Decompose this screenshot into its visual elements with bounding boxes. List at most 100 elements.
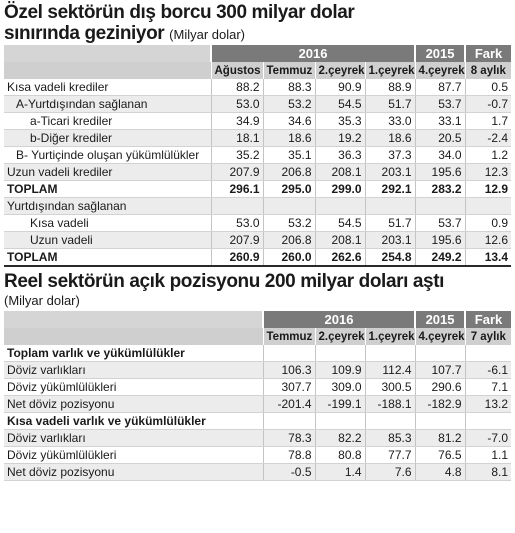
table-row: B- Yurtiçinde oluşan yükümlülükler 35.2 … [4,146,512,164]
row-label: Kısa vadeli krediler [4,79,211,96]
cell: 299.0 [314,180,365,198]
table-row: Döviz varlıkları 78.3 82.2 85.3 81.2 -7.… [4,429,512,447]
cell: 90.9 [314,79,365,96]
cell: 8.1 [464,463,512,481]
cell: 51.7 [364,214,416,232]
cell: 33.1 [414,112,466,130]
cell: 109.9 [314,361,365,379]
cell [464,345,512,362]
cell: 0.5 [464,79,512,96]
cell: 260.0 [262,248,315,267]
cell: 34.6 [262,112,315,130]
cell: 19.2 [314,129,365,147]
cell [210,197,263,215]
row-label: Net döviz pozisyonu [4,395,263,413]
cell: 78.8 [262,446,315,464]
table2-year-2016: 2016 [261,311,416,328]
table-row: Yurtdışından sağlanan [4,197,512,215]
cell: 36.3 [314,146,365,164]
cell: 112.4 [364,361,416,379]
cell: 1.2 [464,146,512,164]
table2-title: Reel sektörün açık pozisyonu 200 milyar … [4,271,444,292]
table2-unit: (Milyar dolar) [4,293,80,308]
cell: 207.9 [210,163,263,181]
cell [314,412,365,430]
table-row: Net döviz pozisyonu -201.4 -199.1 -188.1… [4,395,512,413]
cell: 254.8 [364,248,416,267]
table1-period-header: Temmuz [262,62,315,79]
cell: 53.2 [262,214,315,232]
cell: 81.2 [414,429,466,447]
row-label: Döviz yükümlülükleri [4,378,263,396]
cell: 296.1 [210,180,263,198]
cell: 85.3 [364,429,416,447]
row-label: Net döviz pozisyonu [4,463,263,481]
table2-corner [4,311,263,328]
cell [262,345,315,362]
cell: 249.2 [414,248,466,267]
cell: 195.6 [414,163,466,181]
table-row: Kısa vadeli krediler 88.2 88.3 90.9 88.9… [4,79,512,96]
table1-title-line2-text: sınırında geziniyor [4,23,165,44]
table2-period-header: 4.çeyrek [414,328,466,345]
cell: 208.1 [314,163,365,181]
cell: -0.5 [262,463,315,481]
cell: -201.4 [262,395,315,413]
cell: 12.9 [464,180,512,198]
cell: 88.3 [262,79,315,96]
cell: 4.8 [414,463,466,481]
row-label: A-Yurtdışından sağlanan [4,95,211,113]
table2-period-corner [4,328,263,345]
table-row: Uzun vadeli 207.9 206.8 208.1 203.1 195.… [4,231,512,249]
page: Özel sektörün dış borcu 300 milyar dolar… [4,2,512,481]
table1-period-header: Ağustos [210,62,263,79]
cell: 290.6 [414,378,466,396]
table2-period-header: 1.çeyrek [364,328,416,345]
table1-year-2016: 2016 [209,45,416,62]
cell: 35.3 [314,112,365,130]
cell: 203.1 [364,231,416,249]
table1-title-line1: Özel sektörün dış borcu 300 milyar dolar [4,2,355,23]
cell: 82.2 [314,429,365,447]
cell: 260.9 [210,248,263,267]
cell: 203.1 [364,163,416,181]
cell: 13.2 [464,395,512,413]
cell: 80.8 [314,446,365,464]
cell: 0.9 [464,214,512,232]
row-label: Uzun vadeli krediler [4,163,211,181]
cell [364,412,416,430]
cell: 283.2 [414,180,466,198]
group-header-row: Kısa vadeli varlık ve yükümlülükler [4,412,512,430]
row-label: Kısa vadeli [4,214,211,232]
cell: 53.0 [210,214,263,232]
row-label: TOPLAM [4,248,211,267]
table1-year-2015: 2015 [414,45,466,62]
cell [364,197,416,215]
cell: 106.3 [262,361,315,379]
cell: -7.0 [464,429,512,447]
cell: 12.3 [464,163,512,181]
cell: 195.6 [414,231,466,249]
cell [364,345,416,362]
cell: 300.5 [364,378,416,396]
cell: 20.5 [414,129,466,147]
table2-period-header: 2.çeyrek [314,328,365,345]
cell: 18.6 [364,129,416,147]
table2-period-header: 7 aylık [464,328,512,345]
cell: 34.0 [414,146,466,164]
external-debt-table: 2016 2015 Fark Ağustos Temmuz 2.çeyrek 1… [4,45,512,267]
cell: 88.2 [210,79,263,96]
cell: 292.1 [364,180,416,198]
row-label: Döviz varlıkları [4,429,263,447]
cell: -188.1 [364,395,416,413]
table2-period-row: Temmuz 2.çeyrek 1.çeyrek 4.çeyrek 7 aylı… [4,328,512,345]
cell: 78.3 [262,429,315,447]
table1-period-header: 4.çeyrek [414,62,466,79]
table2-period-header: Temmuz [262,328,315,345]
table2-year-row: 2016 2015 Fark [4,311,512,328]
cell: 51.7 [364,95,416,113]
cell: 107.7 [414,361,466,379]
cell: -6.1 [464,361,512,379]
row-label: Kısa vadeli varlık ve yükümlülükler [4,412,263,430]
total-row: TOPLAM 260.9 260.0 262.6 254.8 249.2 13.… [4,248,512,267]
